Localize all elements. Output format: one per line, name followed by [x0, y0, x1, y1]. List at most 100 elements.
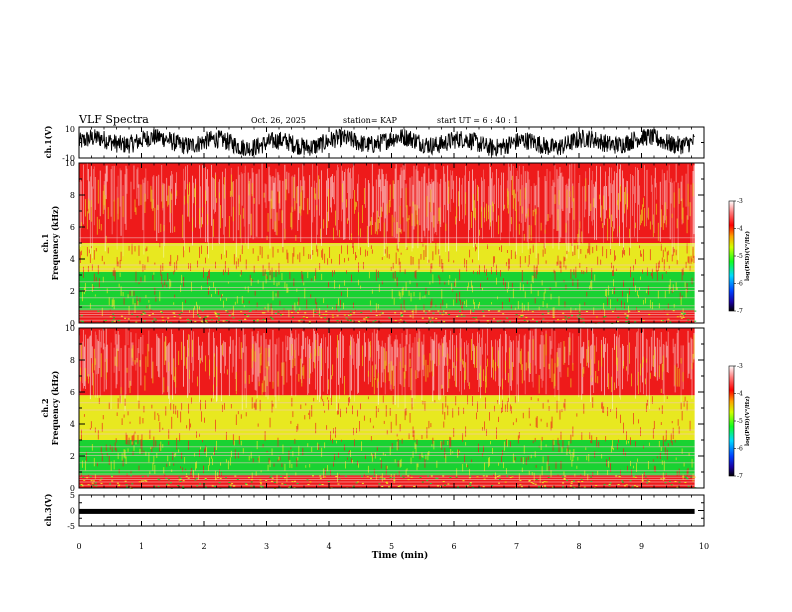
spectrogram-streak	[631, 373, 632, 387]
spectrogram-streak	[138, 339, 140, 354]
spectrogram-speckle	[325, 314, 328, 316]
spectrogram-streak	[512, 340, 514, 367]
spectrogram-streak	[371, 249, 373, 254]
spectrogram-speckle	[136, 316, 139, 318]
spectrogram-streak	[244, 286, 246, 290]
spectrogram-streak	[476, 346, 477, 368]
spectrogram-streak	[508, 166, 510, 246]
spectrogram-streak	[400, 347, 402, 386]
spectrogram-speckle	[634, 476, 637, 478]
spectrogram-speckle	[582, 321, 585, 323]
spectrogram-streak	[133, 165, 135, 190]
spectrogram-streak	[211, 164, 212, 226]
spectrogram-speckle	[178, 314, 181, 316]
spectrogram-streak	[547, 214, 549, 221]
spectrogram-streak	[547, 399, 549, 403]
spectrogram-streak	[270, 303, 272, 311]
spectrogram-streak	[222, 269, 224, 276]
spectrogram-streak	[381, 169, 383, 212]
spectrogram-streak	[293, 247, 295, 257]
spectrogram-streak	[683, 462, 685, 467]
spectrogram-streak	[409, 177, 411, 207]
spectrogram-streak	[208, 288, 209, 295]
spectrogram-streak	[360, 228, 361, 238]
spectrogram-speckle	[534, 483, 537, 485]
spectrogram-streak	[161, 274, 163, 285]
spectrogram-streak	[682, 345, 684, 390]
spectrogram-streak	[131, 243, 133, 255]
spectrogram-speckle	[385, 481, 388, 483]
spectrogram-streak	[479, 373, 480, 380]
spectrogram-streak	[412, 201, 414, 207]
spectrogram-speckle	[80, 483, 83, 485]
spectrogram-streak	[380, 460, 382, 469]
spectrogram-streak	[405, 187, 407, 208]
spectrogram-streak	[380, 206, 382, 218]
spectrogram-speckle	[256, 319, 259, 321]
spectrogram-streak	[156, 333, 158, 366]
spectrogram-streak	[425, 245, 427, 257]
spectrogram-streak	[166, 346, 168, 373]
spectrogram-speckle	[544, 485, 546, 487]
spectrogram-streak	[304, 180, 306, 198]
spectrogram-streak	[253, 402, 255, 408]
spectrogram-streak	[163, 183, 165, 258]
spectrogram-streak	[87, 338, 89, 379]
spectrogram-streak	[285, 179, 287, 201]
spectrogram-streak	[336, 170, 337, 231]
spectrogram-streak	[545, 181, 547, 225]
spectrogram-streak	[185, 166, 186, 190]
spectrogram-streak	[89, 428, 91, 430]
spectrogram-streak	[661, 169, 663, 205]
spectrogram-streak	[145, 248, 147, 252]
spectrogram-streak	[444, 335, 446, 366]
spectrogram-streak	[557, 347, 559, 390]
spectrogram-streak	[404, 346, 406, 412]
spectrogram-streak	[392, 272, 394, 279]
spectrogram-speckle	[353, 312, 356, 314]
spectrogram-streak	[523, 445, 525, 454]
spectrogram-speckle	[632, 475, 635, 477]
spectrogram-streak	[211, 398, 212, 402]
spectrogram-streak	[255, 399, 257, 411]
spectrogram-speckle	[229, 484, 232, 486]
spectrogram-streak	[137, 348, 139, 401]
spectrogram-streak	[358, 212, 359, 236]
spectrogram-streak	[118, 283, 120, 288]
spectrogram-streak	[638, 372, 639, 394]
spectrogram-streak	[399, 261, 401, 273]
spectrogram-streak	[219, 192, 220, 199]
spectrogram-streak	[668, 265, 670, 270]
spectrogram-streak	[610, 409, 612, 412]
spectrogram-speckle	[284, 477, 286, 479]
spectrogram-streak	[130, 471, 132, 474]
spectrogram-streak	[272, 403, 274, 407]
spectrogram-streak	[127, 448, 129, 452]
spectrogram-streak	[370, 436, 372, 441]
spectrogram-streak	[689, 265, 691, 271]
spectrogram-streak	[416, 439, 418, 445]
spectrogram-streak	[299, 206, 301, 214]
spectrogram-speckle	[95, 485, 98, 487]
x-tick-label: 8	[576, 542, 581, 551]
spectrogram-streak	[220, 345, 222, 402]
spectrogram-streak	[535, 417, 537, 428]
y-tick-label: 8	[70, 356, 75, 365]
spectrogram-streak	[661, 364, 663, 381]
spectrogram-speckle	[261, 486, 264, 488]
spectrogram-streak	[677, 419, 679, 426]
spectrogram-streak	[542, 456, 544, 463]
spectrogram-streak	[167, 345, 169, 393]
spectrogram-streak	[214, 446, 215, 455]
spectrogram-speckle	[152, 313, 154, 315]
spectrogram-speckle	[231, 483, 234, 485]
spectrogram-streak	[120, 348, 122, 404]
spectrogram-streak	[88, 181, 90, 220]
spectrogram-streak	[294, 174, 296, 209]
spectrogram-streak	[520, 174, 522, 223]
spectrogram-speckle	[236, 479, 239, 480]
spectrogram-streak	[282, 180, 284, 250]
spectrogram-streak	[317, 442, 319, 450]
spectrogram-streak	[138, 245, 140, 256]
spectrogram-speckle	[250, 481, 253, 483]
